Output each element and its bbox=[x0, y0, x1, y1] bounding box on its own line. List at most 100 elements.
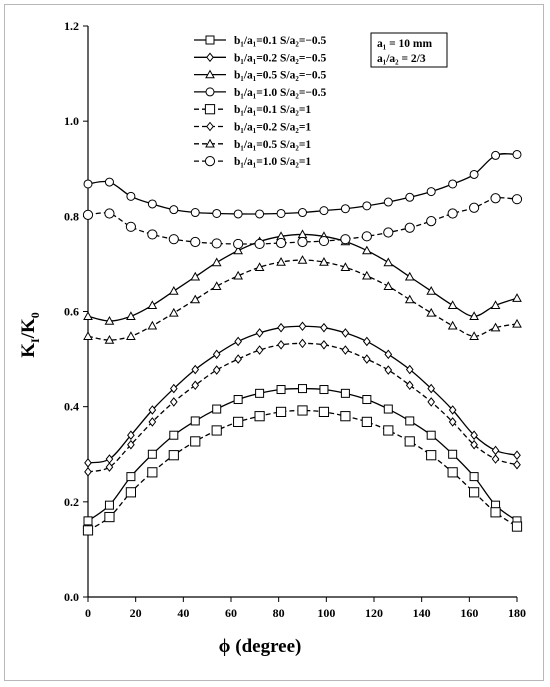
x-axis-title: ϕ (degree) bbox=[219, 636, 302, 657]
data-point bbox=[361, 231, 372, 242]
data-point bbox=[511, 521, 523, 532]
data-point bbox=[341, 345, 350, 355]
data-point bbox=[469, 169, 479, 179]
data-point bbox=[383, 197, 393, 207]
data-point bbox=[469, 202, 480, 213]
data-point bbox=[83, 331, 93, 340]
data-point bbox=[233, 270, 243, 280]
data-point bbox=[104, 208, 115, 219]
x-tick-label: 60 bbox=[225, 606, 237, 620]
data-point bbox=[105, 462, 114, 472]
data-point bbox=[512, 318, 522, 328]
data-point bbox=[404, 222, 415, 233]
annotation-line-2: a₁/a₂ = 2/3 bbox=[377, 53, 426, 65]
data-point bbox=[255, 345, 264, 355]
parameter-annotation: a₁ = 10 mm a₁/a₂ = 2/3 bbox=[370, 32, 448, 68]
data-point bbox=[318, 406, 330, 418]
data-point bbox=[276, 256, 286, 266]
figure-frame bbox=[4, 4, 544, 681]
data-point bbox=[276, 385, 286, 395]
data-point bbox=[319, 256, 329, 266]
annotation-line-1: a₁ = 10 mm bbox=[377, 38, 432, 50]
legend-marker bbox=[204, 104, 216, 115]
data-point bbox=[490, 507, 501, 518]
data-point bbox=[362, 245, 372, 255]
data-point bbox=[340, 262, 351, 271]
data-point bbox=[126, 472, 136, 482]
data-point bbox=[512, 149, 522, 159]
legend-entry: b₁/a₁=0.5 S/a₂=−0.5 bbox=[234, 70, 327, 82]
data-point bbox=[169, 205, 179, 215]
data-point bbox=[254, 238, 265, 250]
data-point bbox=[104, 335, 115, 344]
data-point bbox=[447, 208, 458, 219]
axes: 0.0 0.2 0.4 0.6 0.8 1.0 1.2 0 20 40 60 80 100 120 140 1… bbox=[64, 19, 526, 620]
annotation-box bbox=[370, 32, 448, 68]
data-point bbox=[384, 349, 393, 360]
data-point bbox=[383, 257, 394, 267]
data-point bbox=[470, 430, 478, 441]
data-point bbox=[361, 416, 372, 427]
legend-entry: b₁/a₁=0.1 S/a₂=−0.5 bbox=[234, 35, 327, 47]
data-point bbox=[318, 235, 330, 247]
data-point bbox=[512, 293, 522, 302]
legend-entry: b₁/a₁=0.2 S/a₂=−0.5 bbox=[234, 52, 327, 64]
data-point bbox=[233, 209, 243, 219]
data-point bbox=[104, 511, 115, 523]
data-point bbox=[404, 294, 415, 304]
data-point bbox=[275, 406, 287, 418]
y-tick-label: 0.4 bbox=[64, 400, 79, 414]
series-2 bbox=[84, 321, 521, 468]
x-tick-label: 80 bbox=[273, 606, 285, 620]
data-point bbox=[298, 208, 307, 218]
data-point bbox=[384, 365, 393, 375]
data-point bbox=[255, 388, 265, 398]
data-point bbox=[127, 439, 135, 450]
data-point bbox=[511, 194, 523, 205]
data-point bbox=[104, 315, 115, 325]
x-tick-label: 120 bbox=[365, 606, 383, 620]
data-point bbox=[190, 416, 200, 426]
data-point bbox=[298, 338, 307, 349]
data-point bbox=[426, 430, 436, 440]
legend: b₁/a₁=0.1 S/a₂=−0.5 b₁/a₁=0.2 S/a₂=−0.5 b₁… bbox=[194, 35, 327, 168]
x-tick-label: 180 bbox=[508, 606, 526, 620]
data-point bbox=[147, 320, 158, 330]
data-point bbox=[168, 307, 179, 317]
data-point bbox=[234, 354, 242, 364]
data-point bbox=[82, 209, 94, 221]
series-layer bbox=[82, 149, 523, 536]
data-point bbox=[277, 322, 285, 333]
data-point bbox=[211, 281, 222, 290]
data-point bbox=[426, 307, 437, 317]
x-tick-label: 100 bbox=[317, 606, 335, 620]
x-tick-label: 160 bbox=[460, 606, 478, 620]
data-point bbox=[448, 449, 458, 459]
data-point bbox=[297, 236, 308, 248]
data-point bbox=[83, 179, 93, 189]
data-point bbox=[405, 192, 415, 202]
series-6 bbox=[84, 338, 521, 477]
data-point bbox=[340, 388, 350, 398]
legend-marker bbox=[205, 69, 215, 79]
data-point bbox=[426, 187, 436, 197]
series-7 bbox=[83, 255, 522, 344]
y-tick-label: 0.8 bbox=[64, 209, 79, 223]
legend-marker bbox=[206, 52, 214, 63]
data-point bbox=[470, 439, 478, 450]
data-point bbox=[125, 487, 137, 498]
data-point bbox=[254, 411, 265, 422]
data-point bbox=[383, 281, 394, 290]
data-point bbox=[469, 472, 479, 482]
data-point bbox=[82, 525, 94, 536]
legend-marker bbox=[205, 138, 215, 148]
data-point bbox=[211, 257, 222, 267]
data-point bbox=[491, 150, 501, 160]
data-point bbox=[513, 450, 521, 461]
data-point bbox=[405, 416, 415, 426]
x-tick-label: 140 bbox=[413, 606, 431, 620]
data-point bbox=[212, 365, 221, 375]
series-3 bbox=[83, 229, 522, 325]
series-line bbox=[87, 409, 518, 531]
y-tick-label: 0.6 bbox=[64, 305, 79, 319]
